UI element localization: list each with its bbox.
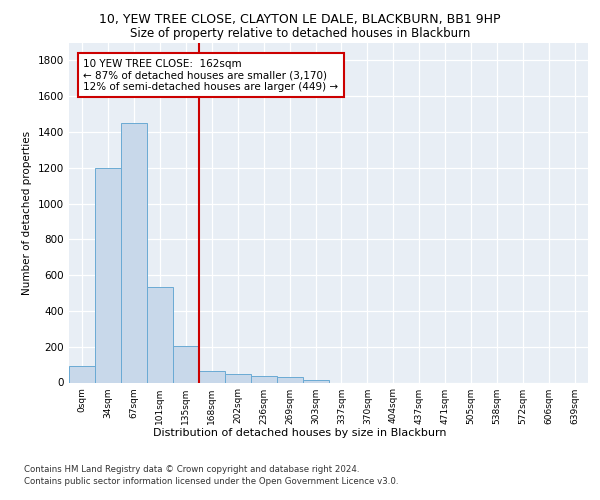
Text: Distribution of detached houses by size in Blackburn: Distribution of detached houses by size … xyxy=(153,428,447,438)
Text: 10 YEW TREE CLOSE:  162sqm
← 87% of detached houses are smaller (3,170)
12% of s: 10 YEW TREE CLOSE: 162sqm ← 87% of detac… xyxy=(83,58,338,92)
Text: 10, YEW TREE CLOSE, CLAYTON LE DALE, BLACKBURN, BB1 9HP: 10, YEW TREE CLOSE, CLAYTON LE DALE, BLA… xyxy=(99,12,501,26)
Text: Size of property relative to detached houses in Blackburn: Size of property relative to detached ho… xyxy=(130,28,470,40)
Bar xyxy=(277,378,302,382)
Bar xyxy=(199,371,224,382)
Bar xyxy=(302,380,329,382)
Bar xyxy=(173,346,199,383)
Bar xyxy=(121,123,147,382)
Text: Contains HM Land Registry data © Crown copyright and database right 2024.: Contains HM Land Registry data © Crown c… xyxy=(24,465,359,474)
Text: Contains public sector information licensed under the Open Government Licence v3: Contains public sector information licen… xyxy=(24,478,398,486)
Bar xyxy=(69,366,95,382)
Y-axis label: Number of detached properties: Number of detached properties xyxy=(22,130,32,294)
Bar xyxy=(251,376,277,382)
Bar xyxy=(225,374,251,382)
Bar xyxy=(95,168,121,382)
Bar xyxy=(147,287,173,382)
